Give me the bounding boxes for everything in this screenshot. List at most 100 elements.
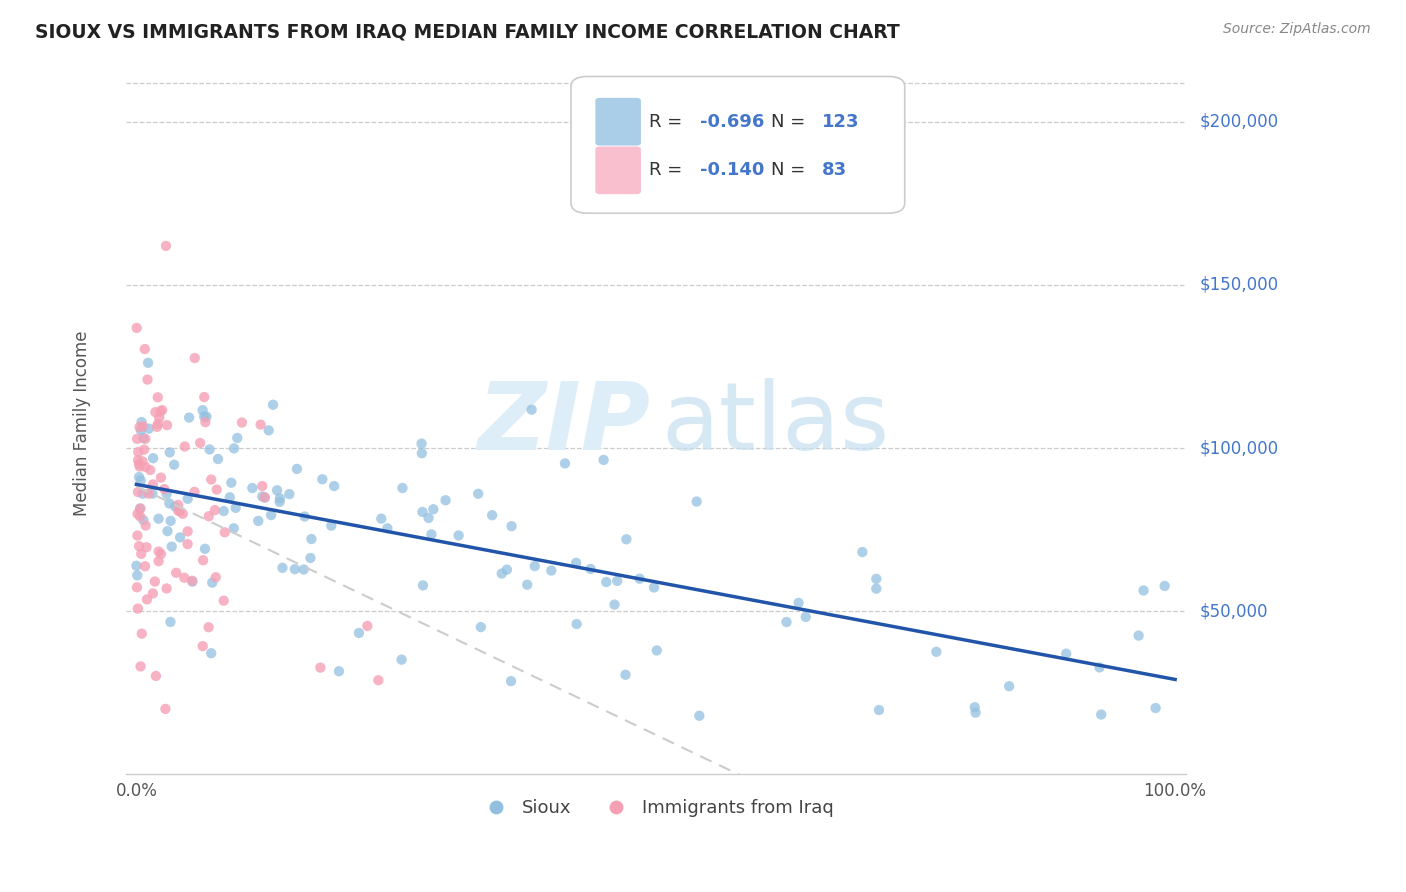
Point <box>138 486 160 500</box>
Point <box>285 462 308 476</box>
Point <box>134 459 156 474</box>
Point <box>565 617 588 632</box>
Point <box>146 420 169 434</box>
Point <box>136 373 159 387</box>
Point <box>163 458 186 472</box>
Point <box>132 513 155 527</box>
Point <box>271 561 294 575</box>
Point <box>131 486 153 500</box>
Point <box>299 532 322 546</box>
Point <box>418 511 440 525</box>
Point <box>157 496 180 510</box>
Point <box>167 504 190 518</box>
Point <box>311 472 333 486</box>
Point <box>686 494 709 508</box>
Point <box>262 398 284 412</box>
Point <box>159 615 181 629</box>
Point <box>269 495 291 509</box>
Point <box>134 342 156 356</box>
Text: -0.696: -0.696 <box>700 112 765 131</box>
Point <box>865 572 887 586</box>
Legend: Sioux, Immigrants from Iraq: Sioux, Immigrants from Iraq <box>471 792 841 825</box>
Text: $200,000: $200,000 <box>1199 113 1278 131</box>
Point <box>149 470 172 484</box>
Point <box>169 504 191 518</box>
Point <box>377 521 399 535</box>
Point <box>1128 629 1150 643</box>
Point <box>294 509 316 524</box>
Point <box>148 511 170 525</box>
Point <box>1088 660 1111 674</box>
Point <box>131 415 153 429</box>
Text: $100,000: $100,000 <box>1199 439 1278 457</box>
Point <box>356 619 378 633</box>
Point <box>775 615 797 629</box>
Point <box>159 445 181 459</box>
Point <box>159 514 181 528</box>
Point <box>565 556 588 570</box>
Point <box>204 570 226 584</box>
Point <box>865 582 887 596</box>
Point <box>156 487 179 501</box>
Point <box>520 402 543 417</box>
Point <box>212 593 235 607</box>
Point <box>606 574 628 588</box>
Text: ZIP: ZIP <box>478 377 651 469</box>
Point <box>1054 647 1077 661</box>
Point <box>195 409 218 424</box>
Point <box>160 540 183 554</box>
Point <box>141 486 163 500</box>
Point <box>321 518 343 533</box>
Point <box>169 531 191 545</box>
Point <box>222 521 245 535</box>
Point <box>183 484 205 499</box>
Point <box>128 470 150 484</box>
Point <box>787 596 810 610</box>
Point <box>257 423 280 437</box>
Point <box>127 528 149 542</box>
Point <box>868 703 890 717</box>
Point <box>194 541 217 556</box>
Point <box>391 653 413 667</box>
Text: $150,000: $150,000 <box>1199 276 1278 294</box>
Point <box>129 501 152 516</box>
Point <box>146 390 169 404</box>
Point <box>592 453 614 467</box>
Text: N =: N = <box>772 112 811 131</box>
Text: 83: 83 <box>823 161 848 179</box>
Point <box>347 626 370 640</box>
Point <box>249 417 271 432</box>
Point <box>516 577 538 591</box>
Point <box>411 505 433 519</box>
Point <box>181 574 204 588</box>
Point <box>470 620 492 634</box>
Point <box>240 481 263 495</box>
Point <box>129 474 152 488</box>
Point <box>603 598 626 612</box>
Point <box>128 539 150 553</box>
Point <box>135 518 157 533</box>
Point <box>299 551 322 566</box>
Text: atlas: atlas <box>661 377 890 469</box>
Point <box>496 563 519 577</box>
Point <box>198 442 221 457</box>
Point <box>176 491 198 506</box>
Text: Median Family Income: Median Family Income <box>73 331 90 516</box>
Point <box>184 351 207 365</box>
Point <box>309 660 332 674</box>
Point <box>146 417 169 431</box>
Point <box>501 519 523 533</box>
Point <box>128 457 150 471</box>
Point <box>134 442 156 457</box>
Point <box>323 479 346 493</box>
Point <box>148 544 170 558</box>
Point <box>173 571 195 585</box>
Point <box>129 509 152 524</box>
Point <box>132 431 155 445</box>
Point <box>643 581 665 595</box>
Point <box>127 485 149 500</box>
Point <box>499 674 522 689</box>
Point <box>481 508 503 523</box>
Text: SIOUX VS IMMIGRANTS FROM IRAQ MEDIAN FAMILY INCOME CORRELATION CHART: SIOUX VS IMMIGRANTS FROM IRAQ MEDIAN FAM… <box>35 22 900 41</box>
Point <box>135 540 157 554</box>
